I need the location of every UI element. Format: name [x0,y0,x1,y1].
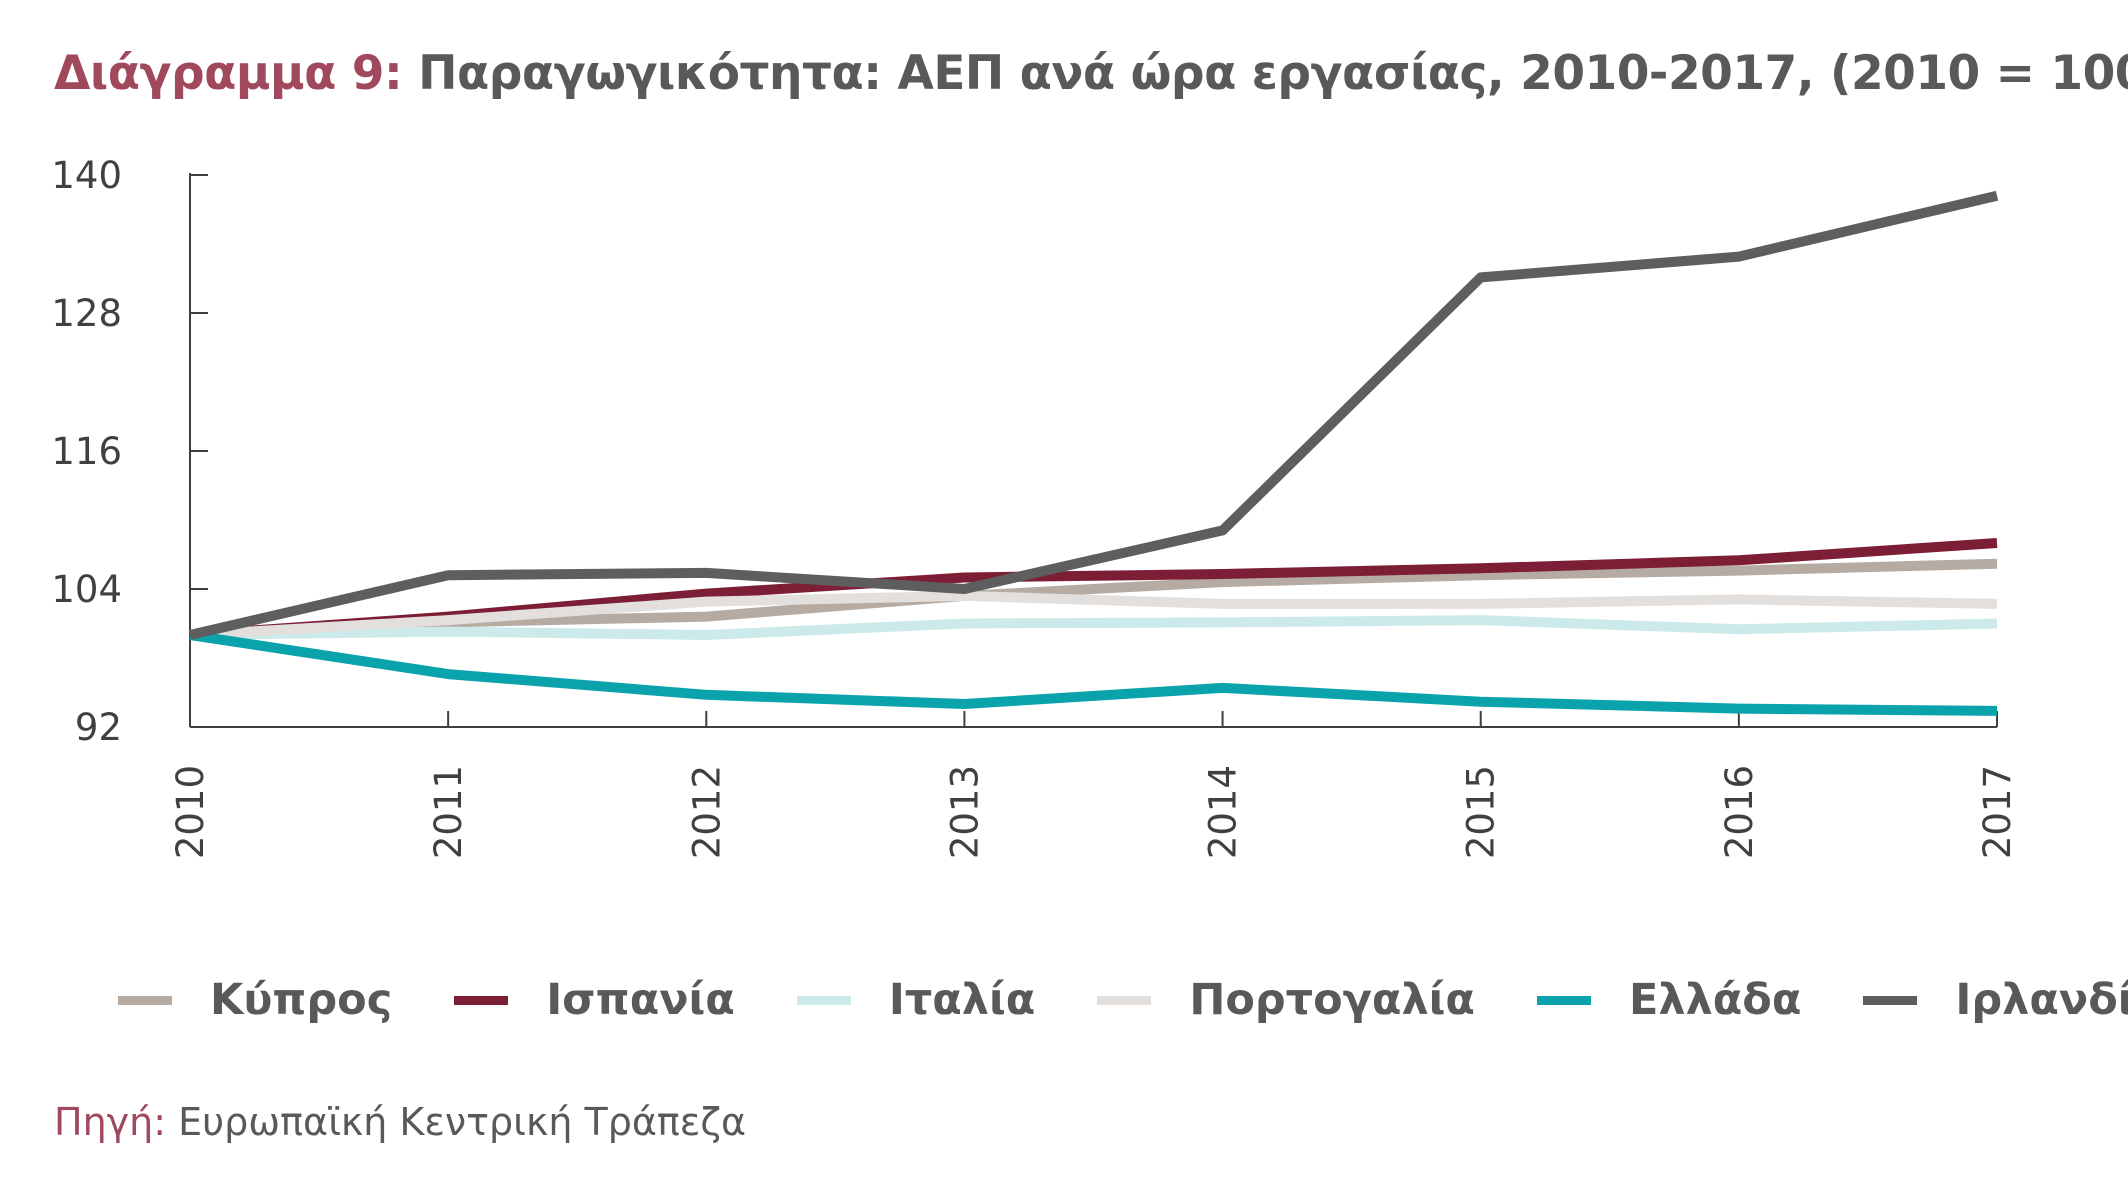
legend-swatch [1536,995,1591,1005]
x-tick-label: 2010 [169,765,212,859]
x-tick-label: 2012 [685,765,728,859]
legend-swatch [1097,995,1152,1005]
legend-label: Ισπανία [546,975,735,1025]
chart-number: Διάγραμμα 9: [54,46,403,101]
source-label: Πηγή: [54,1100,167,1144]
legend-swatch [454,995,509,1005]
series-line [188,190,1999,640]
y-tick-label: 128 [51,292,122,335]
y-tick-label: 116 [51,430,122,473]
legend-item: Κύπρος [118,975,392,1025]
legend-item: Πορτογαλία [1097,975,1475,1025]
x-tick-label: 2017 [1976,765,2019,859]
chart-title: Διάγραμμα 9: Παραγωγικότητα: ΑΕΠ ανά ώρα… [54,46,2128,101]
series-line [189,630,1998,716]
legend-label: Πορτογαλία [1189,975,1475,1025]
legend-label: Κύπρος [210,975,393,1025]
legend-label: Ελλάδα [1628,975,1802,1025]
chart-title-text: Παραγωγικότητα: ΑΕΠ ανά ώρα εργασίας, 20… [418,46,2128,101]
x-tick-label: 2014 [1202,765,1245,859]
legend-swatch [1863,995,1918,1005]
legend-label: Ιρλανδία [1955,975,2128,1025]
x-tick-label: 2013 [943,765,986,859]
source-note: Πηγή: Ευρωπαϊκή Κεντρική Τράπεζα [54,1100,746,1144]
legend-item: Ισπανία [454,975,735,1025]
y-tick-label: 104 [51,568,122,611]
x-tick-label: 2015 [1460,765,1503,859]
line-chart: 92 104 116 128 140 2010 2011 2012 2013 2014 2015 20… [51,154,2019,859]
legend-label: Ιταλία [888,975,1036,1025]
legend-item: Ιταλία [796,975,1036,1025]
x-tick-label: 2016 [1718,765,1761,859]
legend-swatch [118,995,172,1005]
source-text: Ευρωπαϊκή Κεντρική Τράπεζα [178,1100,747,1144]
x-tick-label: 2011 [427,765,470,859]
series-line [189,615,1998,640]
legend-item: Ελλάδα [1536,975,1802,1025]
legend: Κύπρος Ισπανία Ιταλία Πορτογαλία Ελλάδα Ιρλαν… [118,975,2128,1025]
y-tick-label: 140 [51,154,122,197]
y-tick-label: 92 [75,706,122,749]
series-line [189,590,1998,640]
legend-swatch [796,995,851,1005]
legend-item: Ιρλανδία [1863,975,2128,1025]
